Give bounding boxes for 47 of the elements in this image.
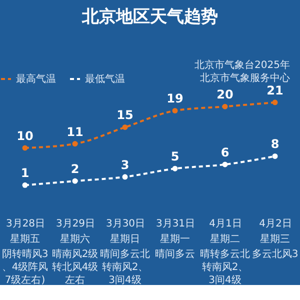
text: 阴转晴风3、4级阵风7级左右) [2, 248, 48, 286]
data-label: 15 [116, 108, 134, 122]
text: 星期六 [60, 233, 90, 245]
point [272, 100, 278, 106]
text: 多云北风3 [252, 248, 298, 260]
point [122, 174, 128, 180]
point [272, 153, 278, 159]
point [22, 182, 28, 188]
data-label: 19 [166, 92, 184, 106]
point [172, 166, 178, 172]
data-label: 6 [220, 145, 230, 160]
text: 北京市气象台2025年 [194, 59, 290, 71]
data-label: 5 [170, 150, 180, 164]
text: 北京市气象服务中心 [200, 72, 290, 84]
x-tick-label: 3月30日 [106, 218, 146, 230]
data-label: 11 [66, 124, 84, 139]
point [172, 108, 178, 114]
text: 晴间多云北转南风2、3间4级 [100, 248, 150, 286]
x-tick-label: 4月1日 [209, 218, 242, 230]
point [72, 178, 78, 184]
x-tick-label: 4月2日 [259, 218, 292, 230]
data-label: 8 [270, 137, 280, 152]
chart-title: 北京地区天气趋势 [81, 7, 218, 27]
text: 晴转多云北转南风2、3间4级 [200, 248, 250, 286]
point [222, 104, 228, 110]
data-label: 1 [20, 166, 30, 180]
x-tick-label: 3月31日 [156, 218, 196, 230]
x-tick-label: 3月28日 [6, 218, 46, 230]
text: 星期五 [10, 233, 40, 245]
legend-label: 最高气温 [16, 73, 56, 85]
x-tick-label: 3月29日 [56, 218, 96, 230]
data-label: 10 [16, 128, 34, 143]
point [22, 145, 28, 151]
text: 星期一 [160, 233, 190, 245]
point [122, 124, 128, 130]
point [222, 162, 228, 168]
text: 晴南风2级转北风4级左右 [52, 248, 98, 286]
text: 星期二 [210, 233, 240, 245]
legend-label: 最低气温 [85, 73, 125, 85]
data-label: 20 [216, 88, 234, 102]
text: 星期三 [260, 233, 290, 245]
point [72, 141, 78, 147]
data-label: 21 [266, 83, 284, 98]
text: 星期日 [110, 233, 140, 245]
text: 晴间多云 [155, 248, 195, 260]
data-label: 2 [70, 162, 80, 176]
data-label: 3 [120, 158, 130, 172]
